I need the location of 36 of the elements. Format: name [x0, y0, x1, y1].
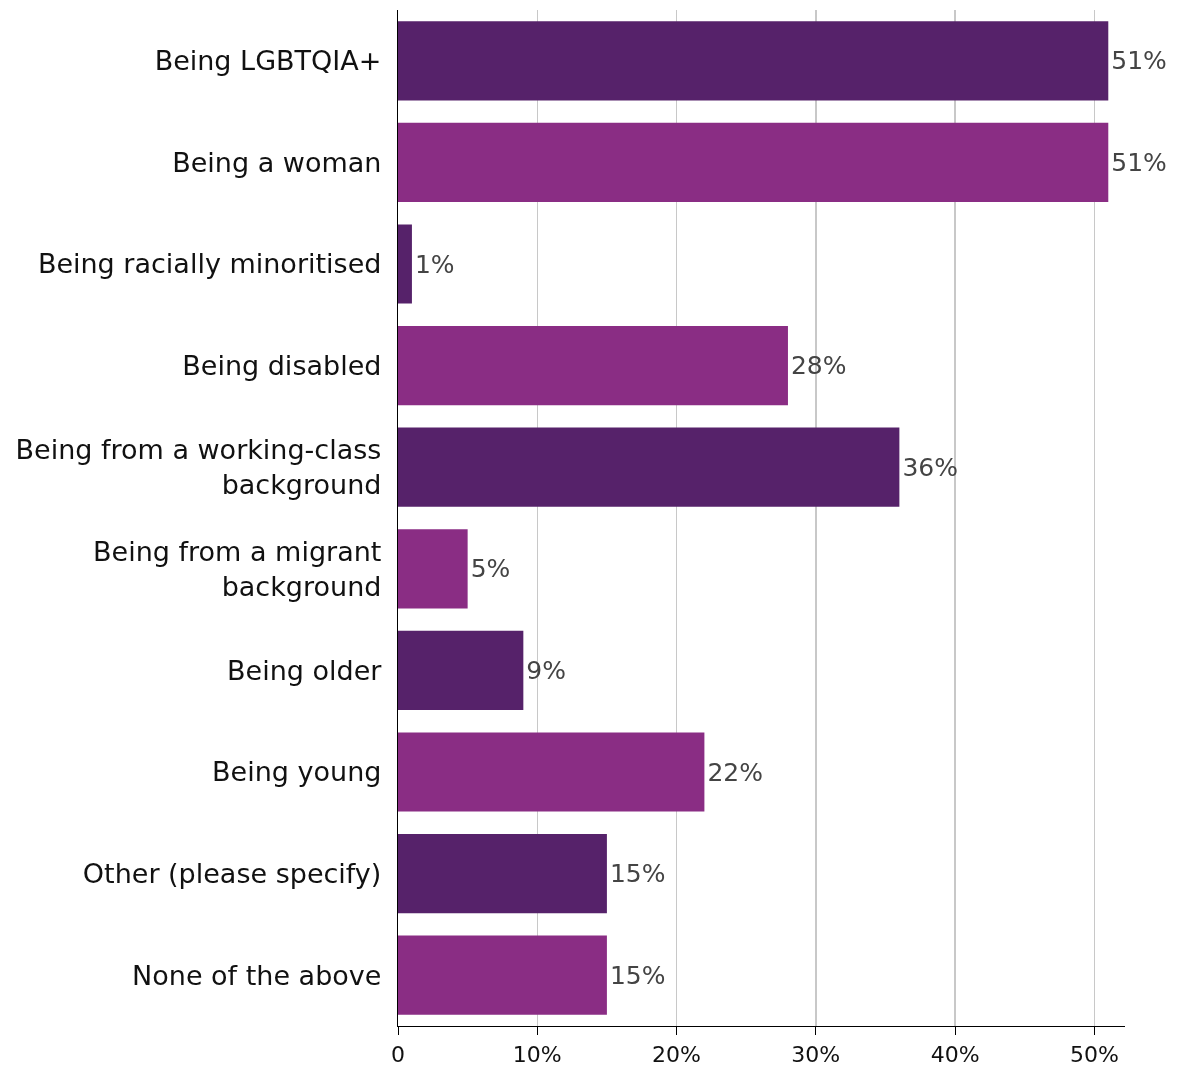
- x-tick-label: 40%: [930, 1041, 980, 1067]
- data-label: 51%: [1111, 46, 1167, 76]
- bar: [398, 935, 607, 1015]
- data-label: 22%: [707, 757, 763, 787]
- y-tick-label: Being young: [212, 756, 382, 788]
- y-tick-label: Being disabled: [182, 350, 382, 382]
- bar: [398, 630, 524, 711]
- data-label: 51%: [1111, 147, 1167, 177]
- data-label: 5%: [470, 554, 511, 584]
- x-tick-label: 20%: [652, 1041, 701, 1067]
- bar: [398, 325, 788, 406]
- data-label: 15%: [609, 859, 666, 889]
- x-tick-label: 50%: [1069, 1041, 1119, 1067]
- y-tick-label: Being from a migrant background: [93, 535, 382, 602]
- y-tick-label: Being LGBTQIA+: [154, 45, 382, 77]
- y-tick-label: Being a woman: [172, 146, 382, 178]
- bar: [398, 732, 705, 812]
- bar: [398, 21, 1109, 101]
- bar: [398, 833, 607, 914]
- y-tick-label: Other (please specify): [82, 858, 382, 890]
- data-label: 1%: [414, 249, 455, 279]
- data-label: 36%: [902, 452, 958, 482]
- bar: [398, 224, 412, 304]
- y-tick-label: Being racially minoritised: [37, 248, 382, 280]
- y-tick-label: Being older: [227, 654, 383, 686]
- bar: [398, 529, 468, 609]
- x-tick-label: 10%: [512, 1041, 562, 1067]
- data-label: 9%: [526, 655, 567, 685]
- bar: [398, 427, 900, 507]
- bar: [398, 122, 1109, 203]
- data-label: 15%: [609, 960, 666, 990]
- y-tick-label: None of the above: [132, 959, 382, 991]
- y-tick-label: Being from a working-class background: [15, 434, 382, 501]
- x-tick-label: 30%: [791, 1041, 841, 1067]
- x-tick-label: 0: [391, 1041, 405, 1067]
- data-label: 28%: [790, 351, 847, 381]
